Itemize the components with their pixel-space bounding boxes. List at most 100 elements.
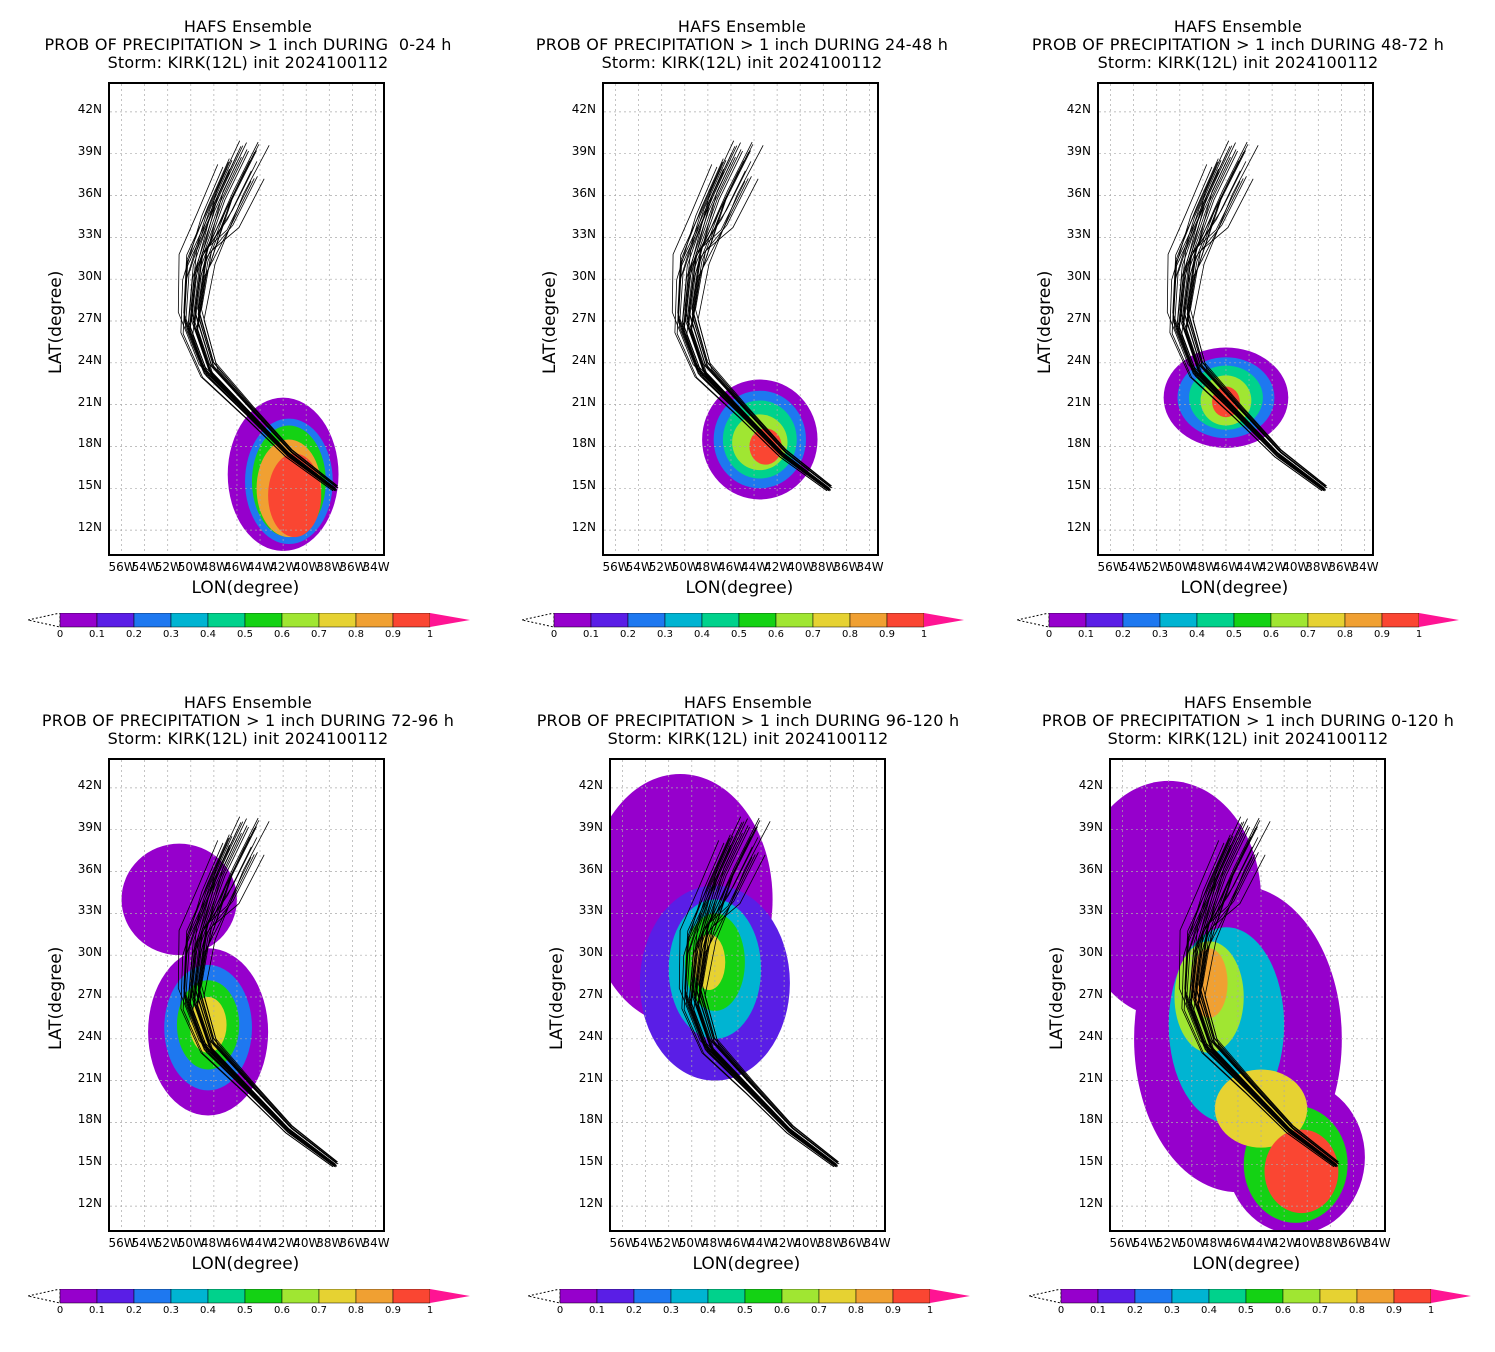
- model-name: HAFS Ensemble: [183, 17, 313, 36]
- lat-tick-label: 36N: [77, 861, 102, 876]
- colorbar-segment: [627, 613, 666, 628]
- colorbar-segment: [1060, 1289, 1099, 1304]
- lat-tick-label: 18N: [1078, 1112, 1103, 1127]
- lon-tick-label: 36W: [339, 560, 367, 574]
- colorbar-segment: [133, 613, 172, 628]
- lat-tick-label: 27N: [77, 311, 102, 325]
- lon-tick-label: 48W: [1189, 560, 1218, 574]
- colorbar-segment: [133, 1289, 172, 1304]
- colorbar-tick-label: 1: [926, 1305, 934, 1316]
- colorbar-tick-label: 0.2: [126, 1305, 142, 1316]
- lon-tick-label: 46W: [1212, 560, 1241, 574]
- lat-tick-label: 30N: [578, 945, 603, 960]
- ensemble-track: [1187, 144, 1327, 489]
- panel-title: HAFS Ensemble PROB OF PRECIPITATION > 1 i…: [8, 694, 488, 748]
- ensemble-track: [690, 832, 837, 1166]
- model-name: HAFS Ensemble: [677, 17, 807, 36]
- colorbar-segment: [244, 1289, 283, 1304]
- colorbar-segment: [707, 1289, 746, 1304]
- ensemble-track: [188, 816, 335, 1167]
- y-axis-label: LAT(degree): [547, 946, 567, 1050]
- colorbar-tick-label: 0.8: [348, 1305, 364, 1316]
- lon-tick-label: 44W: [247, 1236, 275, 1250]
- colorbar-tick-label: 0.2: [126, 629, 142, 640]
- colorbar-segment: [1393, 1289, 1432, 1304]
- panel-subtitle: PROB OF PRECIPITATION > 1 inch DURING 0-…: [44, 35, 452, 54]
- lon-tick-label: 46W: [1224, 1236, 1253, 1250]
- lat-tick-label: 15N: [1078, 1154, 1103, 1169]
- colorbar-over-arrow: [924, 613, 964, 627]
- ensemble-track: [704, 821, 840, 1165]
- colorbar-under-arrow: [522, 613, 555, 628]
- lat-tick-label: 33N: [77, 227, 102, 242]
- lat-tick-label: 24N: [1066, 352, 1091, 367]
- colorbar-segment: [1245, 1289, 1284, 1304]
- colorbar-segment: [96, 613, 135, 628]
- lon-tick-label: 46W: [223, 560, 252, 574]
- lat-tick-label: 15N: [571, 478, 596, 493]
- lon-tick-label: 44W: [1248, 1236, 1276, 1250]
- ensemble-track: [198, 820, 338, 1165]
- colorbar-segment: [744, 1289, 783, 1304]
- lon-tick-label: 52W: [655, 1236, 683, 1250]
- colorbar-under-arrow: [28, 613, 61, 628]
- colorbar-segment: [1085, 613, 1124, 628]
- lat-tick-label: 39N: [1078, 819, 1103, 834]
- ensemble-track: [197, 150, 337, 491]
- ensemble-track: [1190, 822, 1337, 1167]
- lon-tick-label: 38W: [316, 560, 344, 574]
- lon-tick-label: 36W: [840, 1236, 868, 1250]
- storm-info: Storm: KIRK(12L) init 2024100112: [607, 729, 889, 748]
- lat-tick-label: 36N: [1078, 861, 1103, 876]
- lat-tick-label: 18N: [571, 436, 596, 451]
- lon-tick-label: 34W: [362, 560, 390, 574]
- colorbar-segment: [1122, 613, 1161, 628]
- colorbar-tick-label: 0.8: [848, 1305, 864, 1316]
- ensemble-track: [198, 141, 338, 487]
- panel-subtitle: PROB OF PRECIPITATION > 1 inch DURING 72…: [41, 711, 455, 730]
- ensemble-track: [698, 826, 838, 1167]
- lon-tick-label: 52W: [154, 560, 182, 574]
- ensemble-track: [683, 146, 830, 491]
- map-plot: [1097, 82, 1374, 556]
- lat-tick-label: 12N: [571, 520, 596, 535]
- colorbar-tick-label: 0.3: [163, 629, 179, 640]
- lon-tick-label: 36W: [339, 1236, 367, 1250]
- lat-tick-label: 42N: [77, 777, 102, 792]
- lat-tick-label: 33N: [77, 903, 102, 918]
- colorbar-segment: [318, 613, 357, 628]
- map-canvas: [110, 760, 383, 1230]
- lat-tick-label: 15N: [77, 478, 102, 493]
- map-canvas: [611, 760, 884, 1230]
- lat-tick-label: 39N: [77, 819, 102, 834]
- lat-tick-label: 21N: [77, 1070, 102, 1085]
- ensemble-track: [1204, 821, 1340, 1165]
- colorbar-tick-label: 1: [920, 629, 928, 640]
- x-axis-label: LON(degree): [1192, 1254, 1301, 1274]
- colorbar-segment: [855, 1289, 894, 1304]
- colorbar-tick-label: 0.7: [805, 629, 821, 640]
- lat-tick-label: 33N: [1066, 227, 1091, 242]
- colorbar-tick-label: 0.7: [811, 1305, 827, 1316]
- ensemble-track: [188, 140, 335, 491]
- colorbar-segment: [849, 613, 888, 628]
- lat-tick-label: 30N: [77, 269, 102, 284]
- lat-tick-label: 39N: [1066, 143, 1091, 158]
- lat-tick-label: 39N: [77, 143, 102, 158]
- panel-subtitle: PROB OF PRECIPITATION > 1 inch DURING 0-…: [1041, 711, 1455, 730]
- map-plot: [1109, 758, 1386, 1232]
- ensemble-track: [1177, 140, 1324, 491]
- panel-title: HAFS Ensemble PROB OF PRECIPITATION > 1 i…: [502, 18, 982, 72]
- lat-tick-label: 24N: [77, 1028, 102, 1043]
- lon-tick-label: 54W: [632, 1236, 660, 1250]
- colorbar-segment: [170, 613, 209, 628]
- lat-tick-label: 21N: [1078, 1070, 1103, 1085]
- lat-tick-label: 42N: [77, 101, 102, 116]
- storm-info: Storm: KIRK(12L) init 2024100112: [1097, 53, 1379, 72]
- colorbar-tick-label: 0.4: [1189, 629, 1205, 640]
- colorbar-tick-label: 0.2: [620, 629, 636, 640]
- colorbar-tick-label: 0.2: [1127, 1305, 1143, 1316]
- colorbar-tick-label: 0.7: [1312, 1305, 1328, 1316]
- probability-contour: [1264, 1129, 1339, 1214]
- colorbar-tick-label: 0.9: [385, 1305, 401, 1316]
